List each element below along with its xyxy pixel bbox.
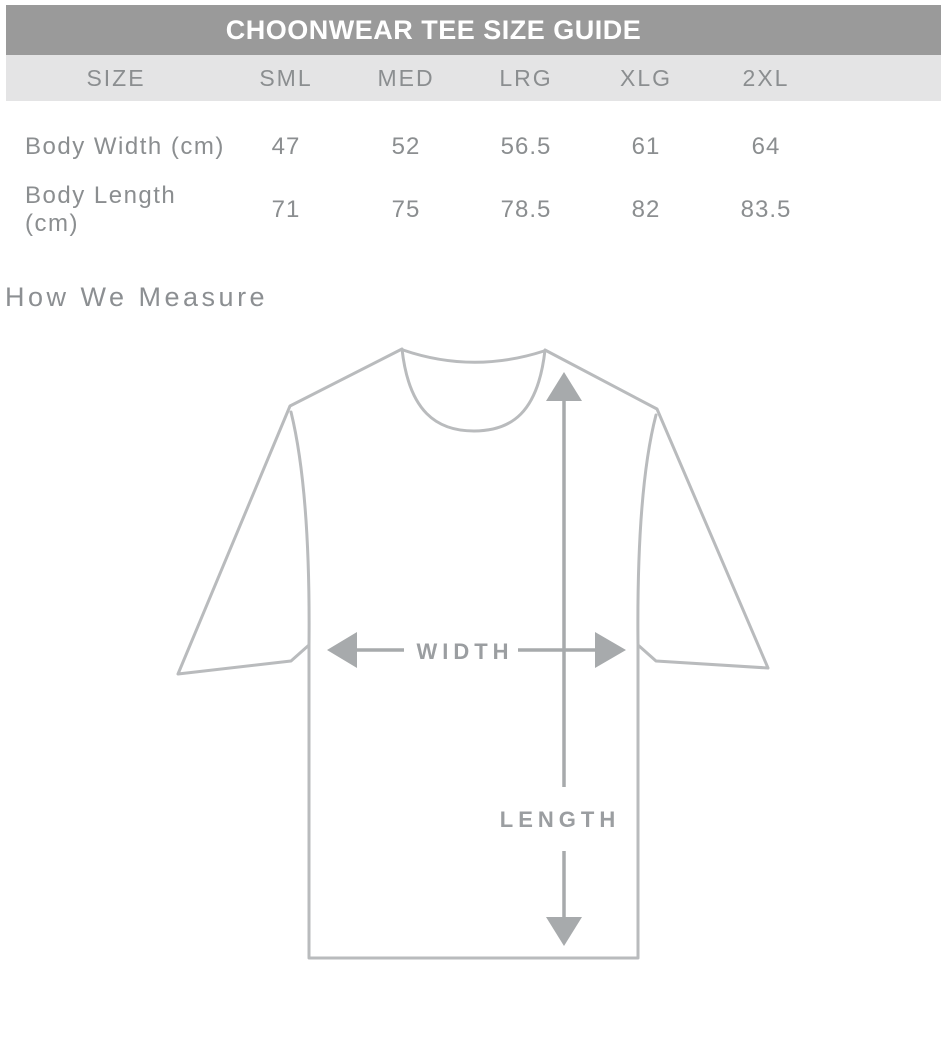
table-row-body-length: Body Length (cm) 71 75 78.5 82 83.5 [6,179,941,241]
row-label: Body Length (cm) [25,182,177,237]
how-we-measure-heading: How We Measure [5,282,269,312]
column-header-size: SIZE [86,64,146,91]
size-table-header-row: SIZE SML MED LRG XLG 2XL [6,55,941,101]
column-header-2xl: 2XL [742,64,790,91]
column-header-med: MED [377,64,435,91]
page-title: CHOONWEAR TEE SIZE GUIDE [225,14,642,45]
tshirt-collar-line [401,348,546,364]
width-arrow [327,632,626,668]
table-cell: 47 [271,133,301,160]
tshirt-right-seam [636,413,658,647]
size-guide-title-bar: CHOONWEAR TEE SIZE GUIDE [6,5,941,55]
table-cell: 83.5 [740,196,792,223]
table-cell: 82 [631,196,661,223]
table-cell: 75 [391,196,421,223]
table-cell: 52 [391,133,421,160]
row-label: Body Width (cm) [25,133,225,160]
column-header-lrg: LRG [499,64,553,91]
table-cell: 64 [751,133,781,160]
length-label: LENGTH [500,807,620,832]
table-cell: 61 [631,133,661,160]
tshirt-outline [176,347,770,960]
tshirt-left-seam [289,410,311,647]
width-label: WIDTH [416,639,513,664]
table-cell: 78.5 [500,196,552,223]
table-row-body-width: Body Width (cm) 47 52 56.5 61 64 [6,116,941,178]
table-cell: 71 [271,196,301,223]
column-header-xlg: XLG [619,64,673,91]
length-arrow [546,372,582,946]
table-cell: 56.5 [500,133,552,160]
column-header-sml: SML [259,64,313,91]
